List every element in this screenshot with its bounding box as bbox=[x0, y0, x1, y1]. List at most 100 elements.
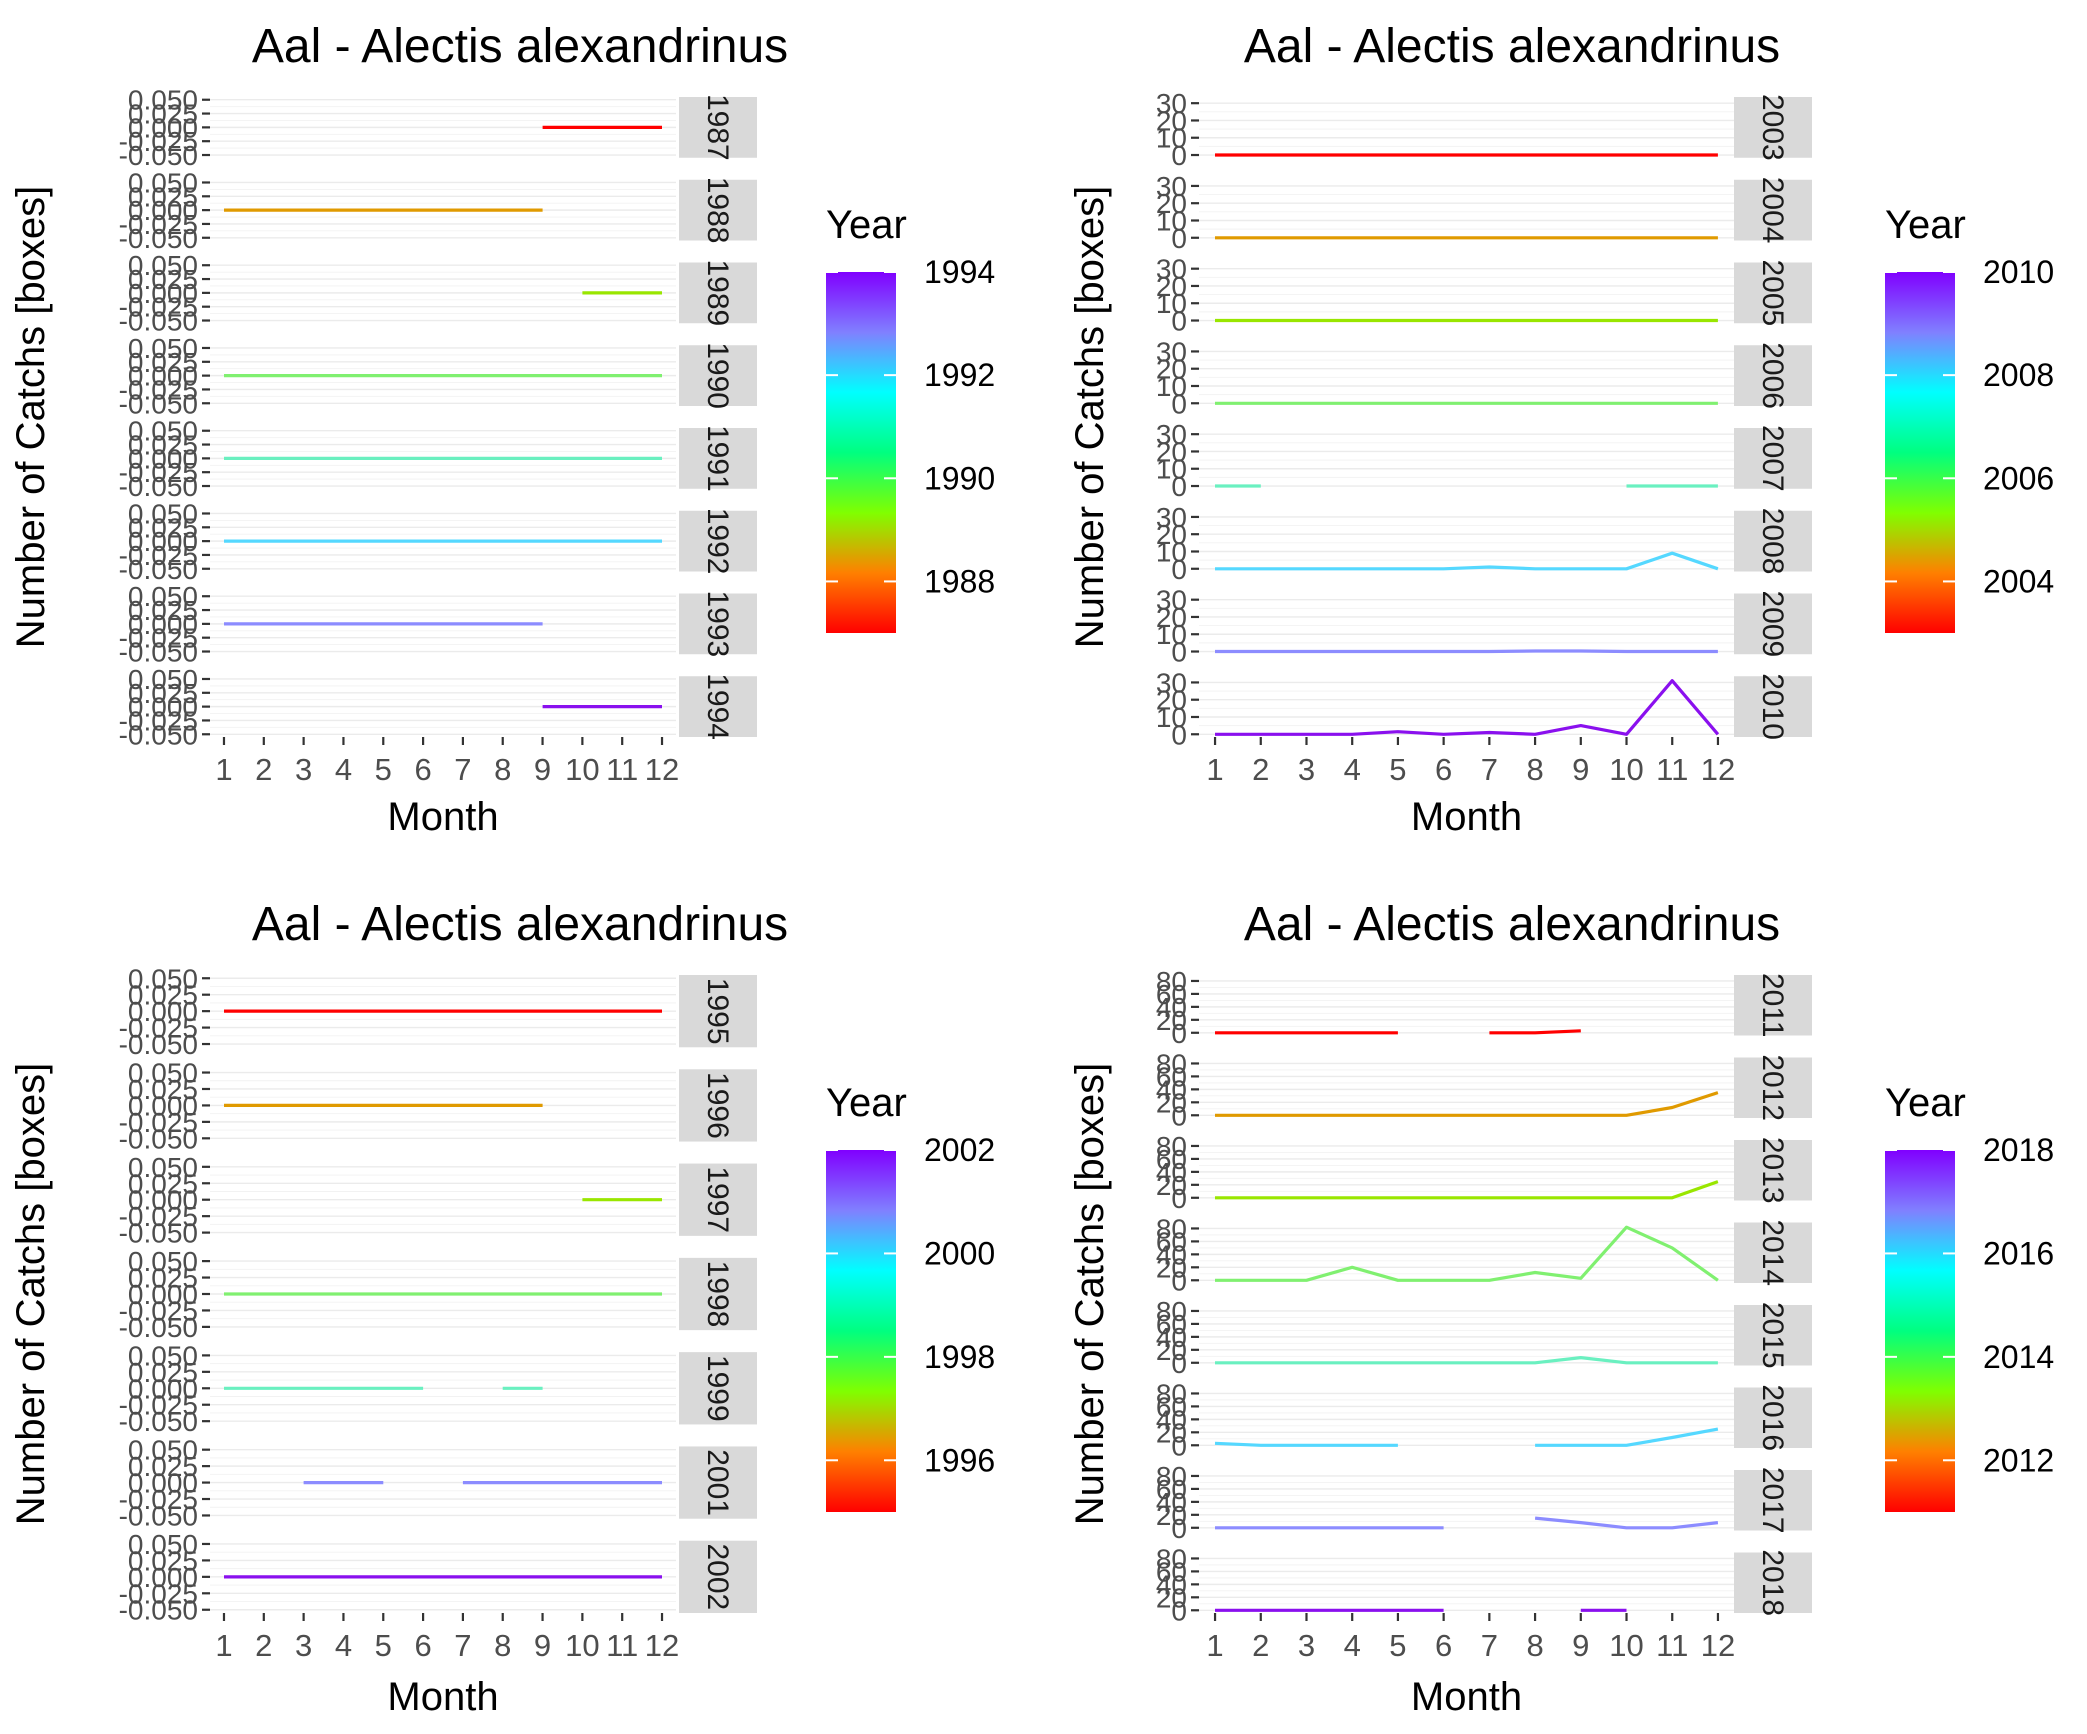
x-tick-label: 9 bbox=[1572, 1628, 1589, 1663]
x-tick-label: 3 bbox=[1298, 1628, 1315, 1663]
facet-strip-label: 2008 bbox=[1756, 508, 1789, 575]
legend-tick-label: 1992 bbox=[924, 357, 995, 393]
legend-tick-label: 1998 bbox=[924, 1339, 995, 1375]
y-tick-label: 0.000 bbox=[128, 361, 198, 392]
y-tick-label: -0.050 bbox=[119, 223, 198, 254]
legend-tick-label: 2002 bbox=[924, 1132, 995, 1168]
y-tick-label: 20 bbox=[1156, 685, 1187, 716]
x-tick-label: 10 bbox=[565, 1628, 599, 1663]
y-tick-label: -0.050 bbox=[119, 637, 198, 668]
y-tick-label: -0.050 bbox=[119, 1123, 198, 1154]
facet-strip bbox=[1734, 676, 1812, 737]
y-tick-label: -0.050 bbox=[119, 388, 198, 419]
y-tick-label: 20 bbox=[1156, 1417, 1187, 1448]
y-tick-label: 30 bbox=[1156, 419, 1187, 450]
facet-strip bbox=[1734, 593, 1812, 655]
x-tick-label: 12 bbox=[1701, 752, 1735, 787]
y-tick-label: 30 bbox=[1156, 585, 1187, 616]
y-tick-label: 0.050 bbox=[128, 1435, 198, 1466]
x-tick-label: 4 bbox=[335, 1628, 352, 1663]
y-tick-label: 0 bbox=[1171, 140, 1187, 171]
facet-strip-label: 1994 bbox=[701, 673, 734, 740]
x-tick-label: 8 bbox=[1526, 752, 1543, 787]
y-tick-label: 20 bbox=[1156, 1500, 1187, 1531]
legend-tick-label: 2016 bbox=[1983, 1235, 2054, 1271]
y-tick-label: -0.025 bbox=[119, 374, 198, 405]
y-tick-label: 0.000 bbox=[128, 1373, 198, 1404]
x-tick-label: 1 bbox=[215, 1628, 232, 1663]
y-tick-label: 0.000 bbox=[128, 1468, 198, 1499]
x-tick-label: 11 bbox=[606, 1628, 638, 1663]
legend-tick-label: 1988 bbox=[924, 563, 995, 599]
y-tick-label: 20 bbox=[1156, 1087, 1187, 1118]
legend: Year 2012 2014 2016 2018 bbox=[1885, 1081, 2054, 1512]
y-tick-label: 0 bbox=[1171, 1265, 1187, 1296]
facet-strip-label: 1996 bbox=[701, 1072, 734, 1139]
y-tick-label: 0.000 bbox=[128, 996, 198, 1027]
y-tick-label: 40 bbox=[1156, 1157, 1187, 1188]
series-line-2012-1 bbox=[1215, 1091, 1719, 1117]
facet-strip-label: 2007 bbox=[1756, 425, 1789, 492]
y-tick-label: 0.050 bbox=[128, 333, 198, 364]
x-tick-label: 11 bbox=[1656, 752, 1688, 787]
series-line-2017-2 bbox=[1534, 1516, 1719, 1530]
y-axis-title: Number of Catchs [boxes] bbox=[1068, 186, 1112, 648]
x-tick-label: 7 bbox=[454, 1628, 471, 1663]
x-tick-label: 3 bbox=[295, 752, 312, 787]
series-line-2013-1 bbox=[1215, 1180, 1719, 1200]
y-tick-label: -0.025 bbox=[119, 1578, 198, 1609]
y-tick-label: -0.025 bbox=[119, 1201, 198, 1232]
chart-title: Aal - Alectis alexandrinus bbox=[1244, 20, 1780, 73]
y-tick-label: -0.025 bbox=[119, 705, 198, 736]
x-tick-label: 5 bbox=[375, 1628, 392, 1663]
facet-strip-label: 1995 bbox=[701, 978, 734, 1045]
facet-strip-label: 2005 bbox=[1756, 260, 1789, 327]
facet-strip-label: 1998 bbox=[701, 1261, 734, 1328]
x-tick-label: 9 bbox=[1572, 752, 1589, 787]
facet-strip bbox=[679, 510, 757, 572]
y-tick-label: 0.000 bbox=[128, 1185, 198, 1216]
x-tick-label: 4 bbox=[1344, 1628, 1361, 1663]
chart-title: Aal - Alectis alexandrinus bbox=[1244, 898, 1780, 951]
facet-strip-label: 2016 bbox=[1756, 1384, 1789, 1451]
y-tick-label: 80 bbox=[1156, 1048, 1187, 1079]
y-tick-label: 60 bbox=[1156, 1474, 1187, 1505]
y-tick-label: 0.050 bbox=[128, 1340, 198, 1371]
y-tick-label: -0.025 bbox=[119, 209, 198, 240]
x-tick-label: 7 bbox=[1481, 1628, 1498, 1663]
y-tick-label: 10 bbox=[1156, 371, 1187, 402]
y-tick-label: -0.025 bbox=[119, 1295, 198, 1326]
legend-tick-label: 1994 bbox=[924, 254, 995, 290]
x-tick-label: 6 bbox=[1435, 1628, 1452, 1663]
y-tick-label: 10 bbox=[1156, 702, 1187, 733]
x-tick-label: 12 bbox=[645, 752, 679, 787]
y-tick-label: 0.000 bbox=[128, 443, 198, 474]
series-line-2016-2 bbox=[1535, 1427, 1719, 1447]
y-tick-label: 80 bbox=[1156, 1543, 1187, 1574]
y-tick-label: -0.025 bbox=[119, 623, 198, 654]
x-tick-label: 6 bbox=[1435, 752, 1452, 787]
facet-strip bbox=[1734, 510, 1812, 572]
y-tick-label: 0.000 bbox=[128, 1090, 198, 1121]
facet-strip bbox=[679, 1540, 757, 1613]
facet-strip bbox=[679, 975, 757, 1048]
x-tick-label: 3 bbox=[295, 1628, 312, 1663]
y-tick-label: 0 bbox=[1171, 1183, 1187, 1214]
y-tick-label: -0.050 bbox=[119, 140, 198, 171]
y-tick-label: -0.050 bbox=[119, 306, 198, 337]
y-tick-label: 0.050 bbox=[128, 250, 198, 281]
x-tick-label: 8 bbox=[494, 752, 511, 787]
